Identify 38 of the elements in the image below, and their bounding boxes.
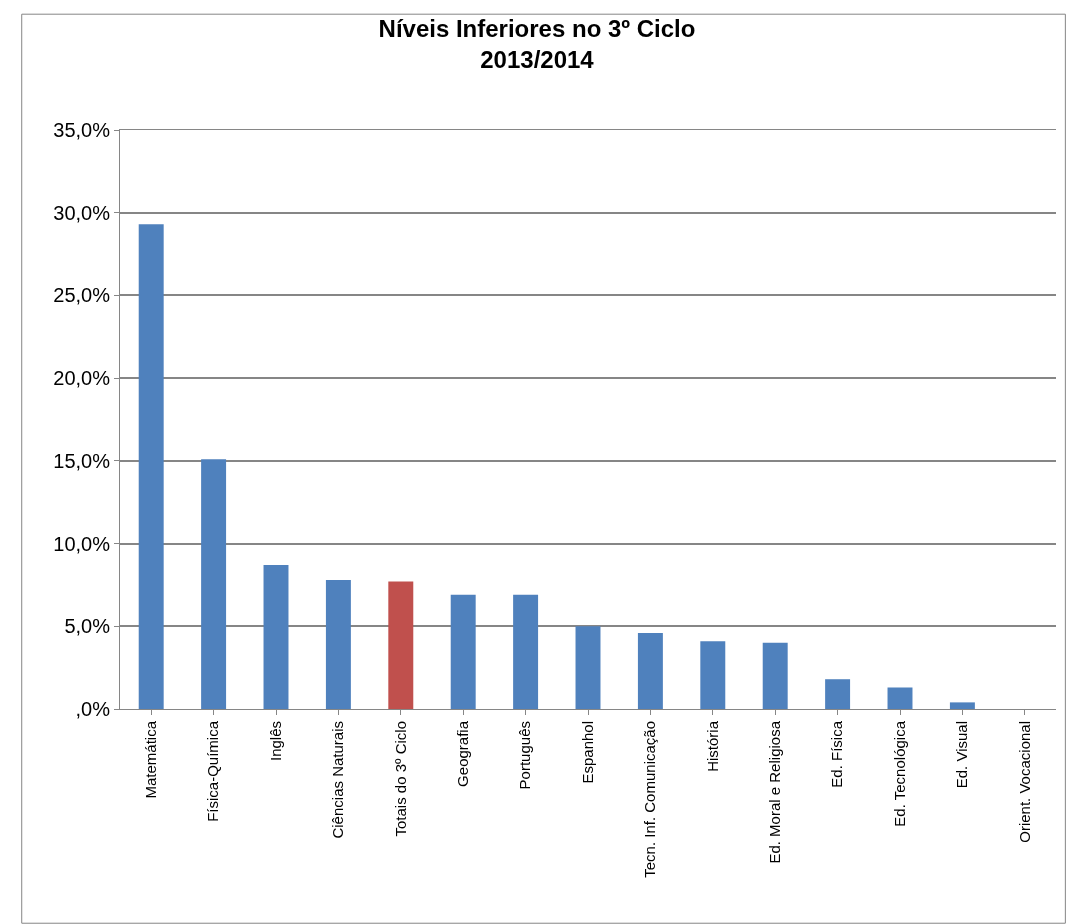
x-tick-label: Física-Química [204,720,222,822]
y-tick-label: ,0% [75,698,111,720]
y-tick-label: 20,0% [53,367,111,390]
x-tick-label: Ed. Tecnológica [890,720,908,827]
bar [700,641,726,709]
x-tick-label: Inglês [266,721,284,762]
x-tick-label: História [703,720,721,772]
bar [263,565,289,709]
x-tick-label: Ciências Naturais [329,721,347,839]
y-tick-label: 35,0% [53,119,111,141]
x-tick-label: Geografia [454,720,472,787]
chart-title: Níveis Inferiores no 3º Ciclo 2013/2014 [378,14,696,74]
x-tick-label: Totais do 3º Ciclo [391,721,409,837]
bar [575,626,601,709]
bar [201,459,227,709]
y-tick-label: 10,0% [53,532,111,555]
y-tick-label: 30,0% [53,201,111,224]
y-tick-label: 25,0% [53,284,111,307]
bar [887,687,913,709]
x-tick-label: Ed. Visual [953,721,971,789]
y-tick-label: 5,0% [64,615,111,638]
bar [949,702,975,709]
x-tick-label: Matemática [142,720,160,799]
bar [762,642,788,709]
bar [138,224,164,709]
bar [388,581,414,709]
x-tick-label: Orient. Vocacional [1015,721,1033,843]
bar [825,679,851,709]
bar [637,632,663,709]
bar [325,579,351,709]
x-tick-label: Português [516,721,534,790]
x-tick-label: Tecn. Inf. Comunicação [641,721,659,878]
bar [450,594,476,709]
x-tick-label: Ed. Física [828,720,846,788]
y-tick-label: 15,0% [53,449,111,472]
x-tick-label: Ed. Moral e Religiosa [766,720,784,864]
bar [513,594,539,709]
x-tick-label: Espanhol [578,721,596,784]
